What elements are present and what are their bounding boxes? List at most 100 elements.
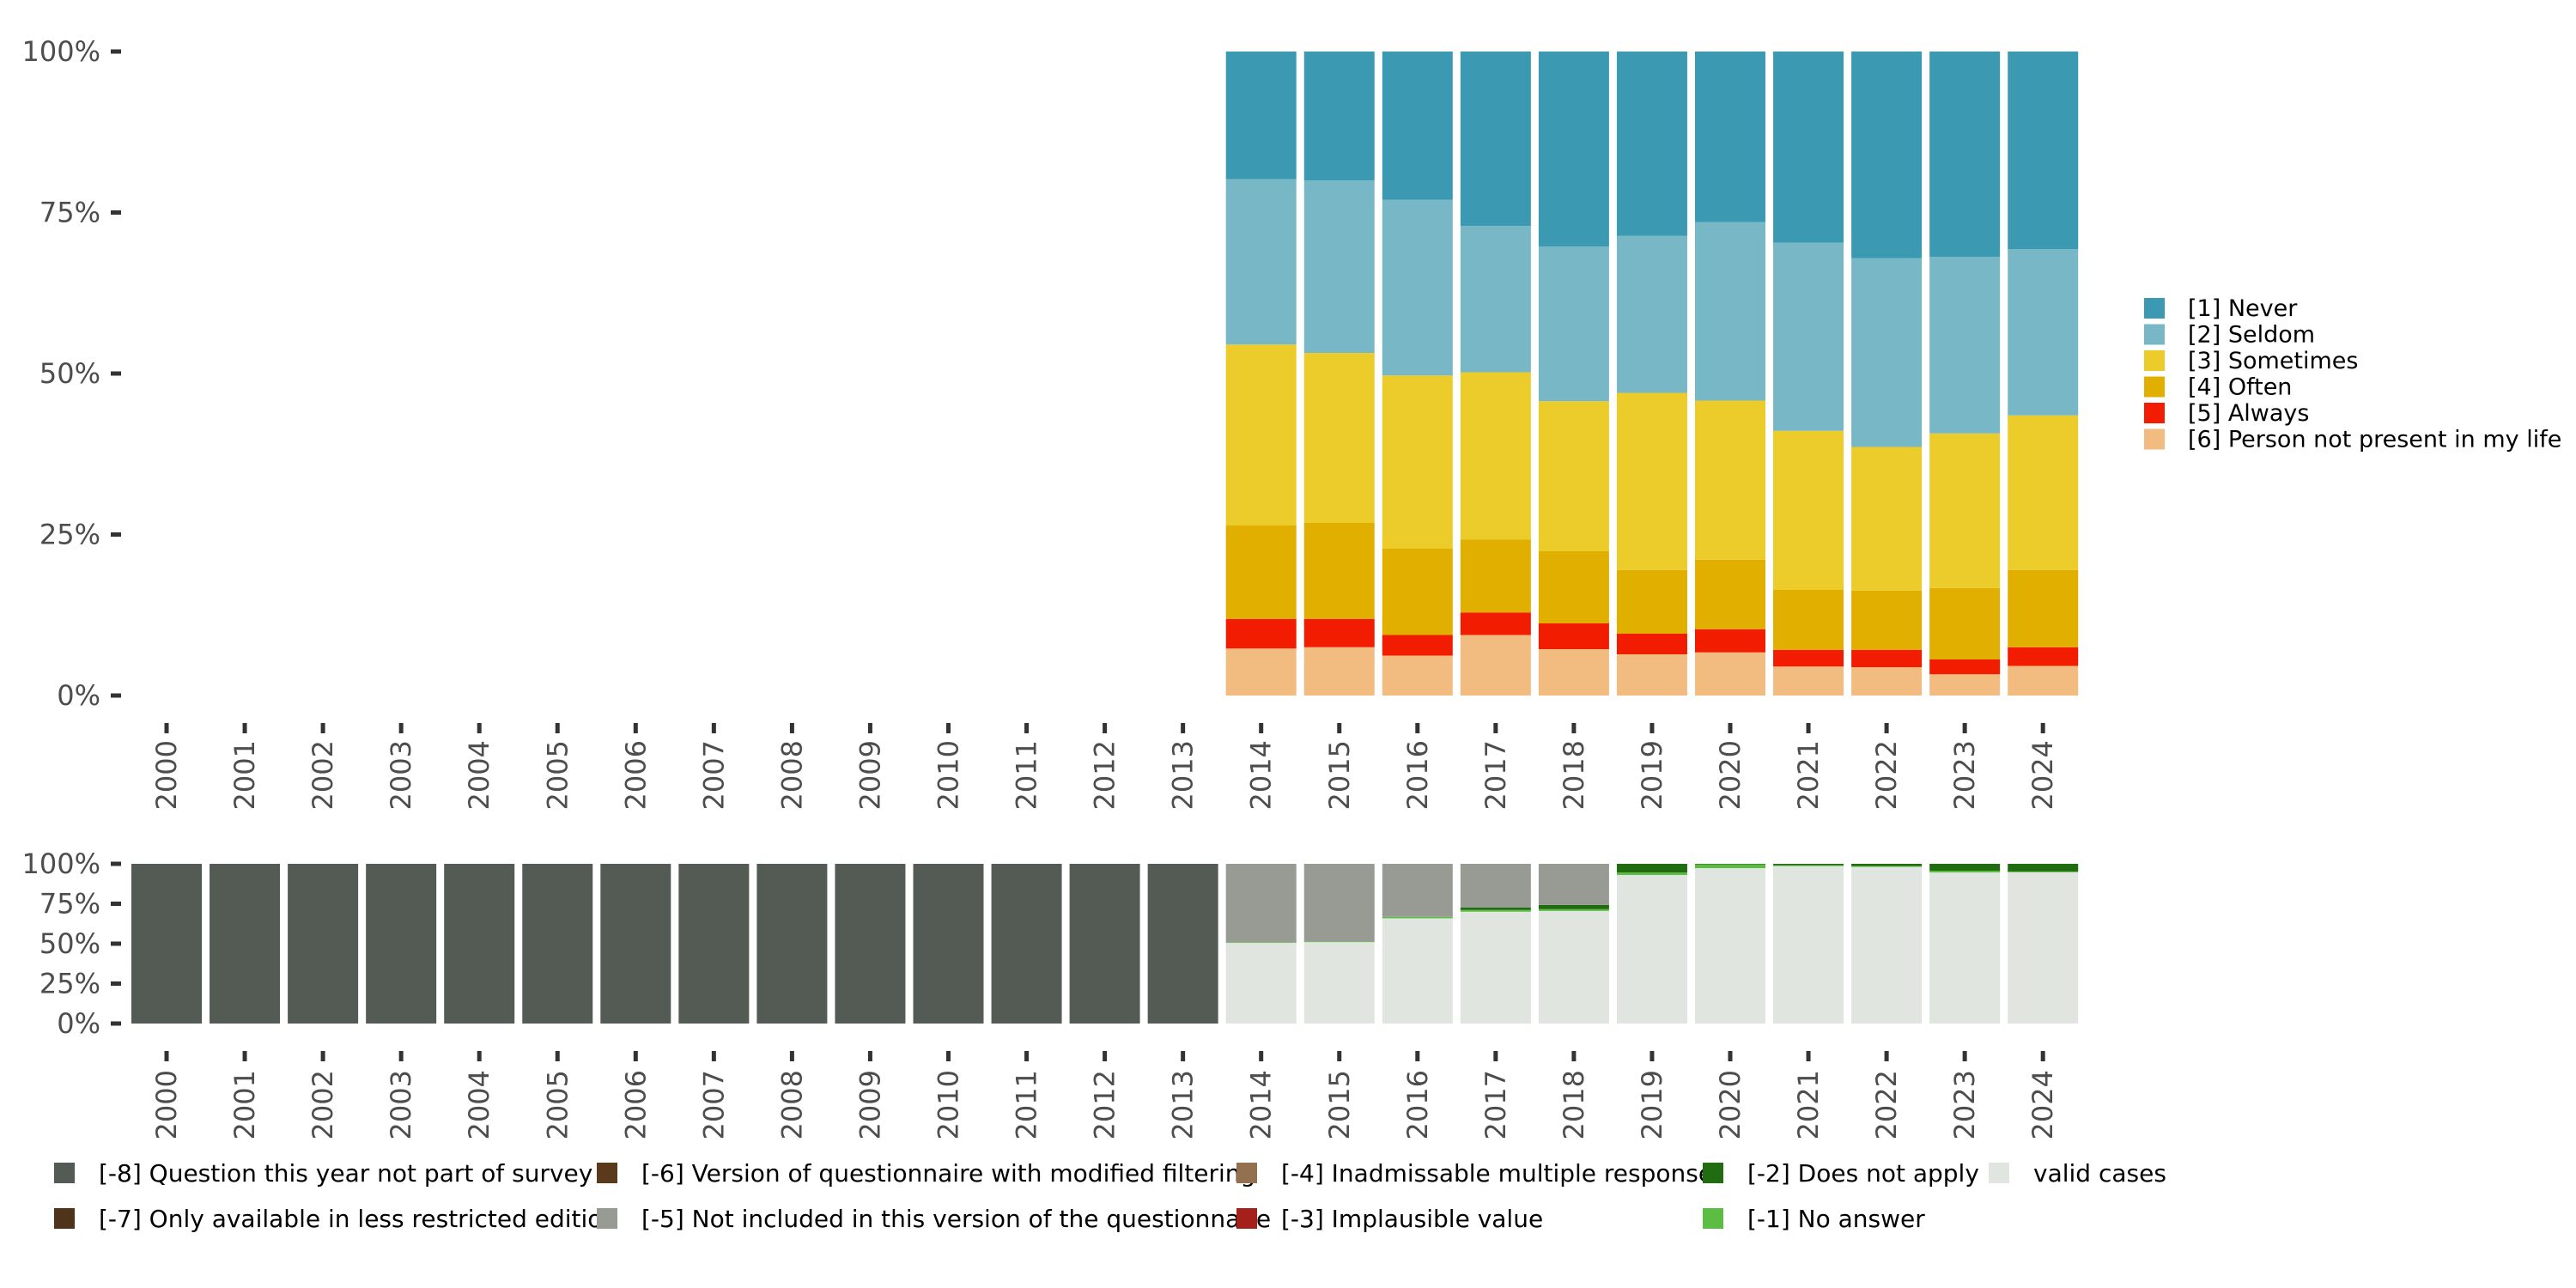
bar-segment bbox=[1929, 587, 2001, 659]
x-tick-label: 2016 bbox=[1401, 1070, 1434, 1139]
bar-segment bbox=[1773, 242, 1844, 431]
bar-segment bbox=[1616, 654, 1687, 696]
legend-item: valid cases bbox=[1989, 1159, 2166, 1188]
x-tick-mark bbox=[1103, 723, 1108, 733]
legend-item: [6] Person not present in my life bbox=[2144, 427, 2561, 453]
legend-swatch bbox=[2144, 298, 2165, 319]
x-tick-label: 2000 bbox=[150, 740, 183, 810]
x-tick-label: 2020 bbox=[1714, 1070, 1747, 1139]
legend-item: [-1] No answer bbox=[1703, 1205, 1925, 1233]
bar-segment bbox=[1773, 649, 1844, 667]
legend-swatch bbox=[54, 1163, 75, 1183]
x-tick-label: 2019 bbox=[1636, 740, 1668, 810]
legend-item: [3] Sometimes bbox=[2144, 348, 2358, 374]
bar-segment bbox=[1773, 864, 1844, 866]
x-tick-label: 2006 bbox=[619, 1070, 652, 1139]
x-tick-label: 2008 bbox=[775, 740, 808, 810]
x-tick-mark bbox=[1415, 723, 1420, 733]
bar-segment bbox=[2008, 872, 2079, 1024]
x-tick-mark bbox=[1571, 723, 1577, 733]
y-tick-mark bbox=[111, 371, 121, 376]
bar-segment bbox=[1303, 523, 1375, 619]
x-tick-label: 2002 bbox=[307, 1070, 339, 1139]
x-tick-label: 2018 bbox=[1558, 740, 1590, 810]
legend-swatch bbox=[1236, 1163, 1257, 1183]
x-tick-label: 2024 bbox=[2026, 1070, 2059, 1139]
bar-segment bbox=[1616, 569, 1687, 634]
x-tick-label: 2017 bbox=[1479, 1070, 1512, 1139]
legend-label: [-7] Only available in less restricted e… bbox=[99, 1205, 617, 1233]
x-tick-label: 2009 bbox=[854, 740, 886, 810]
legend-swatch bbox=[2144, 403, 2165, 423]
x-tick-mark bbox=[789, 1051, 794, 1061]
x-tick-mark bbox=[555, 723, 560, 733]
bottom-panel: 0% 25% 50% 75% 100% 2000 2001 2002 2003 2004 2005 2… bbox=[22, 848, 2079, 1139]
bar-segment bbox=[2008, 647, 2079, 666]
bar-segment bbox=[2008, 415, 2079, 570]
x-tick-mark bbox=[1181, 723, 1186, 733]
x-tick-label: 2004 bbox=[463, 1070, 495, 1139]
legend-item: [4] Often bbox=[2144, 374, 2292, 401]
legend-label: [-5] Not included in this version of the… bbox=[641, 1205, 1271, 1233]
y-tick-mark bbox=[111, 902, 121, 906]
bar-segment bbox=[2008, 569, 2079, 647]
x-tick-label: 2005 bbox=[541, 740, 574, 810]
x-tick-label: 2019 bbox=[1636, 1070, 1668, 1139]
bar-segment bbox=[1538, 401, 1609, 551]
legend-item: [2] Seldom bbox=[2144, 322, 2315, 349]
x-tick-label: 2014 bbox=[1245, 740, 1278, 810]
x-tick-label: 2022 bbox=[1870, 1070, 1903, 1139]
x-tick-mark bbox=[555, 1051, 560, 1061]
bar-segment bbox=[1538, 649, 1609, 696]
bar-segment bbox=[1225, 344, 1297, 526]
bar-segment bbox=[1538, 551, 1609, 623]
bar-segment bbox=[1460, 635, 1531, 696]
bar-segment bbox=[1851, 649, 1923, 667]
bar-segment bbox=[1616, 235, 1687, 393]
bar-segment bbox=[1225, 52, 1297, 179]
bar-segment bbox=[1616, 52, 1687, 236]
y-tick-label: 50% bbox=[39, 927, 100, 960]
bar-segment bbox=[1851, 864, 1923, 866]
legend-item: [-5] Not included in this version of the… bbox=[597, 1205, 1271, 1233]
x-tick-mark bbox=[946, 723, 951, 733]
x-tick-mark bbox=[1806, 723, 1811, 733]
legend-swatch bbox=[597, 1163, 617, 1183]
y-tick-label: 100% bbox=[22, 35, 100, 68]
x-tick-mark bbox=[320, 723, 325, 733]
y-tick-label: 0% bbox=[57, 1007, 100, 1040]
bar-segment bbox=[1695, 222, 1765, 401]
x-tick-mark bbox=[867, 1051, 872, 1061]
x-tick-label: 2014 bbox=[1245, 1070, 1278, 1139]
y-tick-mark bbox=[111, 210, 121, 215]
bar-segment bbox=[1303, 52, 1375, 180]
legend-item: [-4] Inadmissable multiple response bbox=[1236, 1159, 1713, 1188]
x-tick-label: 2015 bbox=[1323, 740, 1356, 810]
legend-item: [-2] Does not apply bbox=[1703, 1159, 1979, 1188]
legend-swatch bbox=[2144, 428, 2165, 450]
bar-segment bbox=[1460, 909, 1531, 912]
bar-segment bbox=[1460, 612, 1531, 635]
legend-label: [1] Never bbox=[2188, 295, 2298, 322]
x-tick-mark bbox=[1649, 1051, 1655, 1061]
x-tick-mark bbox=[164, 723, 169, 733]
bar-segment bbox=[1929, 864, 2001, 871]
bar-segment bbox=[1225, 648, 1297, 696]
legend-label: [-8] Question this year not part of surv… bbox=[99, 1159, 592, 1188]
legend-item: [5] Always bbox=[2144, 400, 2309, 427]
x-tick-label: 2011 bbox=[1011, 740, 1043, 810]
bar-segment bbox=[1460, 911, 1531, 1024]
bar-segment bbox=[1851, 866, 1923, 867]
x-tick-mark bbox=[1337, 723, 1342, 733]
bar-segment bbox=[1538, 910, 1609, 1024]
legend-label: [5] Always bbox=[2188, 400, 2309, 427]
x-tick-mark bbox=[242, 1051, 247, 1061]
bar-segment bbox=[1851, 590, 1923, 650]
x-tick-mark bbox=[1493, 1051, 1498, 1061]
x-tick-label: 2009 bbox=[854, 1070, 886, 1139]
x-tick-mark bbox=[867, 723, 872, 733]
bar-segment bbox=[1460, 372, 1531, 540]
bar-segment bbox=[1851, 667, 1923, 696]
x-tick-label: 2001 bbox=[228, 1070, 261, 1139]
x-tick-label: 2015 bbox=[1323, 1070, 1356, 1139]
